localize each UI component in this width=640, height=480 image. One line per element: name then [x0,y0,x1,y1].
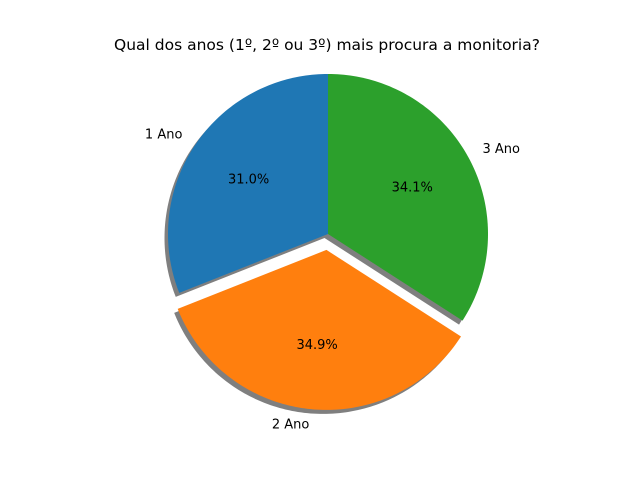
pie-slice-3-ano [328,74,488,321]
slice-category-label-1-ano: 1 Ano [145,128,183,143]
slice-percent-label-3-ano: 34.1% [392,181,433,196]
chart-title: Qual dos anos (1º, 2º ou 3º) mais procur… [114,36,540,54]
slice-percent-label-2-ano: 34.9% [296,338,337,353]
slice-category-label-2-ano: 2 Ano [272,418,310,433]
slice-category-label-3-ano: 3 Ano [483,142,521,157]
slice-percent-label-1-ano: 31.0% [228,173,269,188]
slice-layer [168,74,488,410]
pie-slice-2-ano [177,249,461,410]
label-layer: 31.0% 1 Ano 34.9% 2 Ano 34.1% 3 Ano [145,128,520,433]
pie-slice-1-ano [168,74,328,293]
